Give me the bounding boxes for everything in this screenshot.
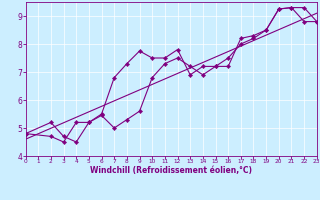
X-axis label: Windchill (Refroidissement éolien,°C): Windchill (Refroidissement éolien,°C) xyxy=(90,166,252,175)
